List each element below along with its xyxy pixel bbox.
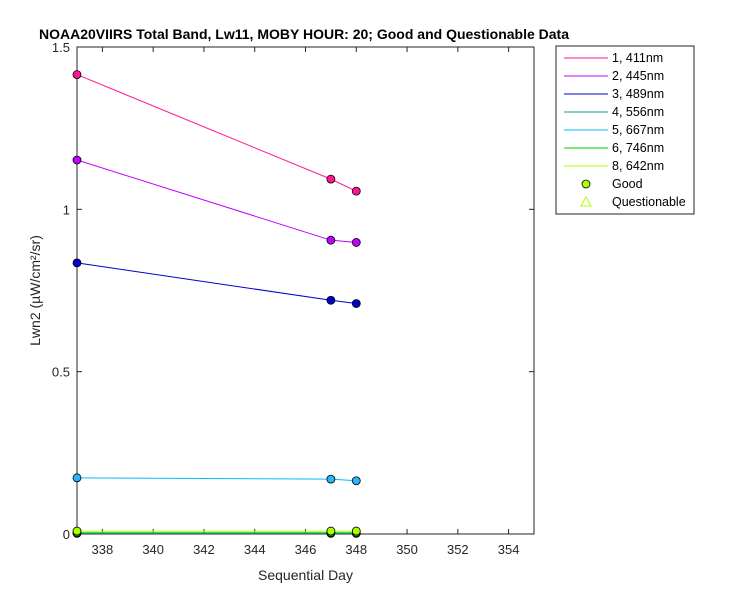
- series-layer: [72, 70, 361, 538]
- data-point: [351, 476, 361, 486]
- x-tick-label: 340: [142, 542, 164, 557]
- data-point: [72, 155, 82, 165]
- data-point: [326, 235, 336, 245]
- data-point: [351, 299, 361, 308]
- data-point: [72, 70, 82, 79]
- legend-label: 8, 642nm: [612, 159, 664, 173]
- x-tick-label: 348: [345, 542, 367, 557]
- data-point: [351, 526, 361, 536]
- legend-label: 3, 489nm: [612, 87, 664, 101]
- axis-ticks: 338 340 342 344 346 348 350 352 354 0 0.5 1 1.5: [52, 40, 534, 557]
- y-tick-label: 1.5: [52, 40, 70, 55]
- x-tick-label: 338: [92, 542, 114, 557]
- y-axis-label: Lwn2 (µW/cm²/sr): [27, 235, 43, 346]
- data-point: [326, 474, 336, 484]
- x-axis-label: Sequential Day: [258, 567, 353, 583]
- legend-questionable-marker: [580, 195, 592, 207]
- data-point: [72, 526, 82, 536]
- legend-label: Good: [612, 177, 643, 191]
- legend-label: 4, 556nm: [612, 105, 664, 119]
- x-tick-label: 350: [396, 542, 418, 557]
- legend-good-marker: [581, 179, 591, 189]
- legend-label: Questionable: [612, 195, 686, 209]
- y-tick-label: 0.5: [52, 365, 70, 380]
- data-point: [72, 473, 82, 483]
- plot-area: [76, 46, 535, 535]
- data-point: [351, 238, 361, 247]
- x-tick-label: 354: [498, 542, 520, 557]
- data-point: [326, 174, 336, 184]
- legend-items: 1, 411nm 2, 445nm 3, 489nm 4, 556nm 5, 667nm…: [564, 51, 686, 209]
- legend: 1, 411nm 2, 445nm 3, 489nm 4, 556nm 5, 667nm…: [555, 45, 695, 215]
- data-point: [351, 186, 361, 196]
- x-tick-label: 344: [244, 542, 266, 557]
- data-point: [326, 526, 336, 536]
- legend-label: 5, 667nm: [612, 123, 664, 137]
- y-tick-label: 1: [63, 202, 70, 217]
- y-tick-label: 0: [63, 527, 70, 542]
- legend-label: 6, 746nm: [612, 141, 664, 155]
- data-point: [326, 295, 336, 305]
- x-tick-label: 352: [447, 542, 469, 557]
- data-point: [72, 258, 82, 268]
- chart-title: NOAA20VIIRS Total Band, Lw11, MOBY HOUR:…: [39, 26, 569, 42]
- x-tick-label: 346: [295, 542, 317, 557]
- legend-label: 2, 445nm: [612, 69, 664, 83]
- legend-label: 1, 411nm: [612, 51, 663, 65]
- x-tick-label: 342: [193, 542, 215, 557]
